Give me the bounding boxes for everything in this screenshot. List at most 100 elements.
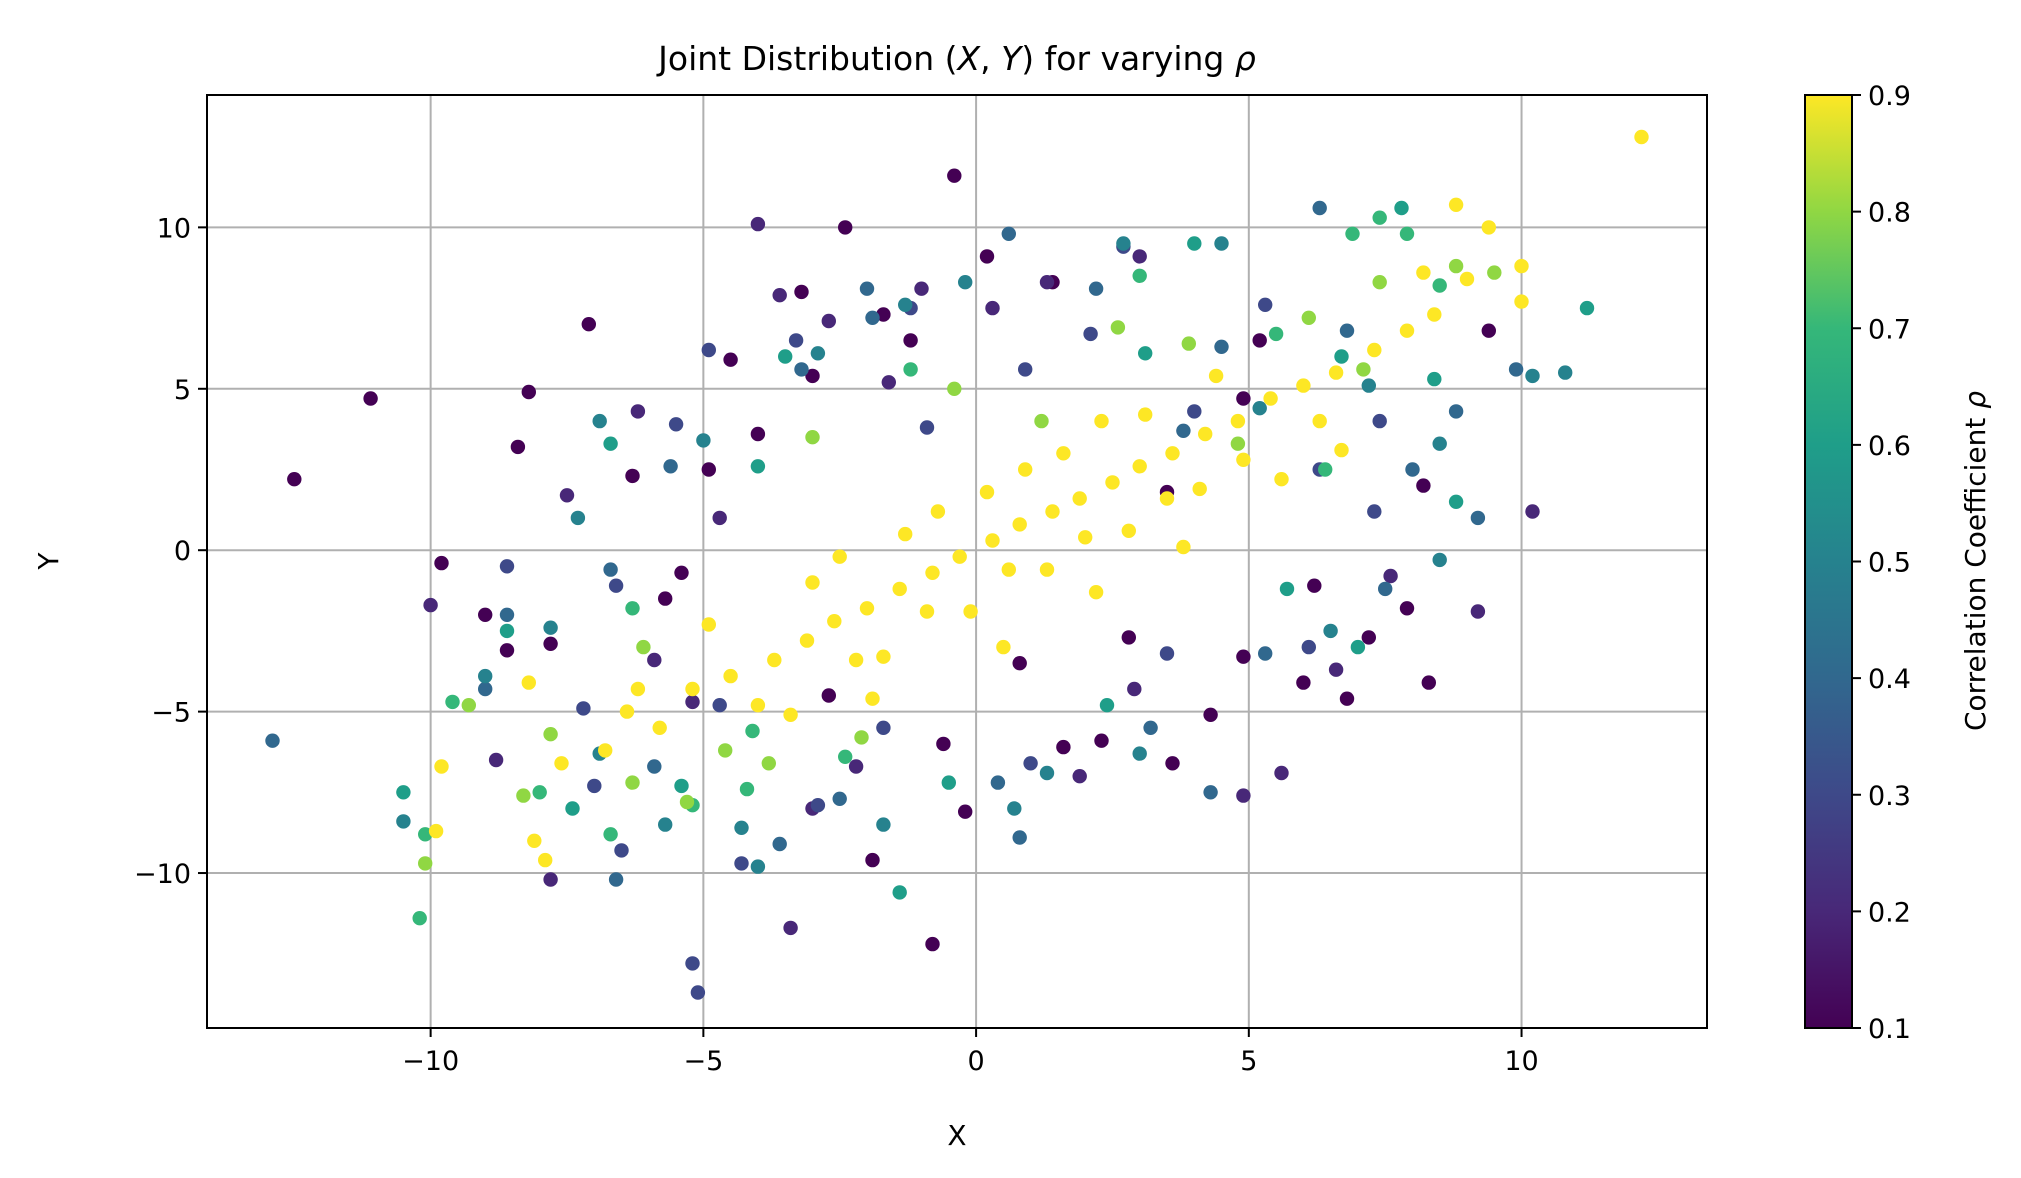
- data-point: [805, 368, 820, 384]
- data-point: [363, 391, 378, 406]
- data-point: [1236, 452, 1251, 467]
- data-point: [1399, 323, 1415, 338]
- series-rho-0.7: [412, 210, 1447, 926]
- colorbar-tick-label: 0.2: [1868, 897, 1911, 928]
- data-point: [587, 778, 602, 794]
- data-point: [1405, 462, 1420, 477]
- data-point: [625, 601, 640, 616]
- data-point: [478, 681, 493, 697]
- data-point: [1258, 297, 1273, 312]
- data-point: [652, 720, 667, 735]
- data-point: [559, 488, 575, 503]
- data-point: [630, 404, 646, 419]
- data-point: [794, 362, 809, 377]
- data-point: [478, 607, 493, 622]
- data-point: [712, 698, 727, 713]
- data-point: [865, 691, 880, 706]
- data-point: [865, 852, 880, 868]
- data-point: [488, 752, 504, 768]
- data-point: [1416, 265, 1431, 280]
- data-point: [543, 727, 558, 742]
- data-point: [543, 620, 558, 635]
- colorbar-tick-label: 0.3: [1868, 781, 1911, 812]
- data-point: [788, 333, 804, 348]
- data-point: [1176, 539, 1191, 555]
- data-point: [930, 504, 946, 519]
- data-point: [1039, 562, 1055, 577]
- data-point: [1448, 404, 1464, 419]
- data-point: [750, 426, 766, 442]
- x-axis-ticks: −10 −5 0 5 10: [402, 1028, 1539, 1077]
- data-point: [1230, 413, 1246, 429]
- data-point: [761, 756, 776, 771]
- data-point: [499, 643, 515, 658]
- data-point: [1187, 236, 1202, 251]
- data-point: [1508, 362, 1524, 377]
- data-point: [734, 820, 749, 835]
- data-point: [1181, 336, 1197, 351]
- data-point: [1367, 342, 1382, 358]
- data-point: [521, 384, 536, 400]
- data-point: [1159, 491, 1175, 506]
- plot-frame: [206, 94, 1708, 1029]
- data-point: [647, 759, 662, 774]
- data-point: [1072, 769, 1087, 784]
- data-point: [958, 804, 973, 819]
- data-point: [1012, 517, 1027, 532]
- colorbar-tick-label: 0.1: [1868, 1014, 1911, 1045]
- colorbar-tick-label: 0.4: [1868, 664, 1911, 695]
- series-rho-0.4: [265, 200, 1524, 887]
- data-point: [750, 698, 766, 713]
- data-point: [554, 756, 569, 771]
- data-point: [794, 284, 809, 300]
- data-point: [723, 352, 738, 367]
- data-point: [1203, 707, 1218, 722]
- data-point: [396, 814, 411, 829]
- data-point: [805, 575, 820, 590]
- data-point: [881, 375, 896, 390]
- data-point: [876, 307, 891, 322]
- data-point: [821, 688, 836, 703]
- colorbar-tick-label: 0.9: [1868, 81, 1911, 112]
- data-point: [1350, 639, 1366, 655]
- x-tick-label: 0: [967, 1046, 984, 1077]
- data-point: [848, 652, 864, 668]
- data-point: [1017, 462, 1033, 477]
- data-point: [1481, 220, 1497, 235]
- data-point: [1023, 756, 1038, 771]
- data-point: [570, 510, 586, 526]
- data-point: [1012, 830, 1027, 845]
- data-point: [543, 636, 558, 651]
- data-point: [1328, 365, 1344, 380]
- data-point: [1007, 801, 1022, 816]
- data-point: [919, 420, 935, 435]
- data-point: [608, 578, 624, 593]
- data-point: [1274, 765, 1289, 781]
- x-tick-label: 5: [1240, 1046, 1257, 1077]
- data-point: [827, 614, 842, 629]
- data-point: [1214, 236, 1229, 251]
- y-tick-label: 0: [174, 536, 191, 567]
- data-point: [1432, 436, 1447, 451]
- data-point: [538, 852, 553, 868]
- data-point: [428, 823, 444, 839]
- data-point: [832, 549, 847, 564]
- data-point: [1230, 436, 1246, 451]
- data-point: [434, 759, 449, 774]
- data-point: [1045, 504, 1060, 519]
- data-point: [1372, 275, 1387, 290]
- data-point: [674, 565, 689, 580]
- data-point: [1208, 368, 1224, 384]
- data-point: [1127, 681, 1142, 697]
- data-point: [674, 778, 689, 794]
- data-point: [1378, 581, 1393, 597]
- chart-title: Joint Distribution (X, Y) for varying ρ: [656, 39, 1256, 78]
- data-point: [925, 565, 940, 580]
- data-point: [821, 313, 836, 329]
- data-point: [510, 439, 526, 455]
- data-point: [1105, 475, 1120, 490]
- y-tick-label: 10: [157, 213, 191, 244]
- data-point: [592, 413, 607, 429]
- data-point: [1323, 623, 1338, 639]
- data-point: [1514, 258, 1529, 274]
